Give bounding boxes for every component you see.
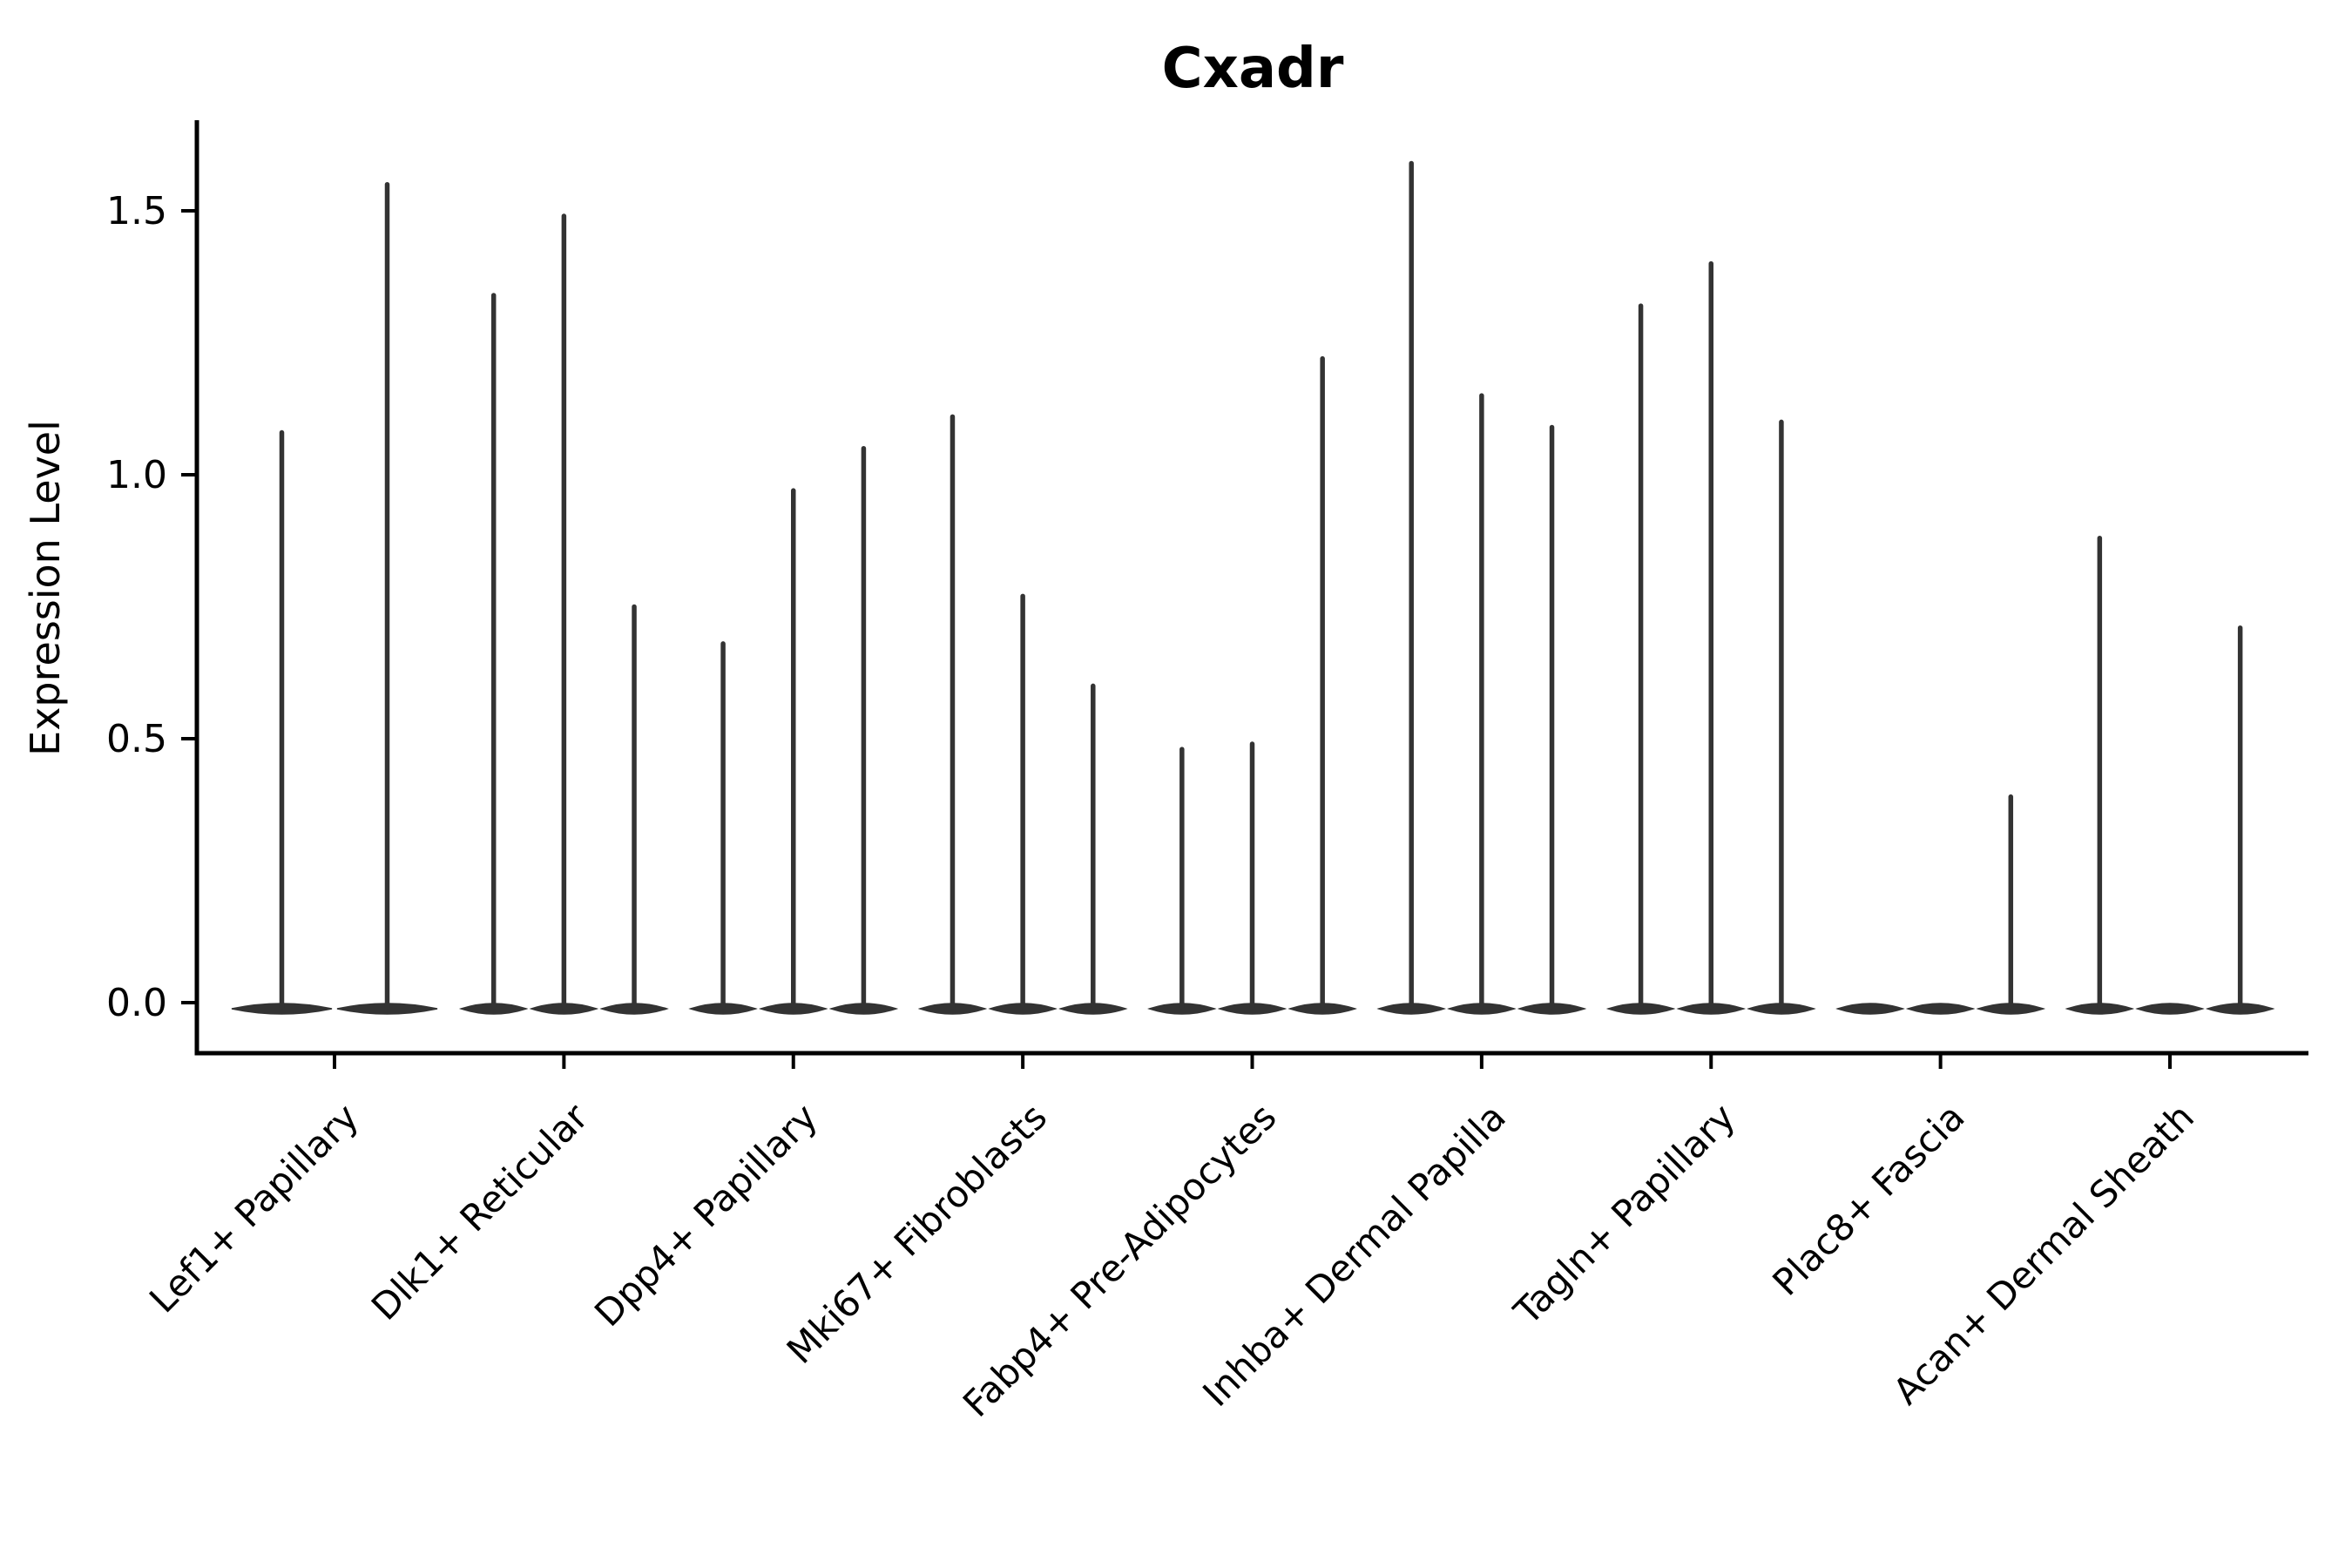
y-tick-label: 1.5 [106, 189, 167, 233]
y-tick-label: 0.0 [106, 981, 167, 1025]
violin-group [1376, 160, 1587, 1015]
y-axis-label: Expression Level [22, 420, 69, 756]
violin-base [1835, 1003, 1905, 1015]
x-tick-label: Plac8+ Fascia [1764, 1095, 1972, 1303]
violins [231, 160, 2275, 1015]
y-tick-label: 0.5 [106, 717, 167, 761]
x-tick-label: Lef1+ Papillary [141, 1095, 367, 1321]
violin-group [2065, 535, 2275, 1015]
violin-group [1605, 260, 1816, 1015]
violin-base [1905, 1003, 1976, 1015]
x-tick-label: Mki67+ Fibroblasts [779, 1095, 1055, 1371]
violin-group [1835, 794, 2046, 1015]
y-axis: 0.0 0.5 1.0 1.5 [106, 189, 197, 1025]
violin-base [2135, 1003, 2205, 1015]
chart-title: Cxadr [1162, 37, 1344, 101]
violin-group [458, 213, 669, 1015]
y-tick-label: 1.0 [106, 453, 167, 497]
x-tick-label: Dlk1+ Reticular [363, 1095, 597, 1328]
violin-group [231, 181, 438, 1015]
x-tick-label: Tagln+ Papillary [1505, 1095, 1743, 1333]
violin-group [1147, 355, 1357, 1015]
violin-group [688, 445, 899, 1015]
violin-group [917, 414, 1128, 1015]
x-tick-label: Dpp4+ Papillary [586, 1095, 826, 1335]
